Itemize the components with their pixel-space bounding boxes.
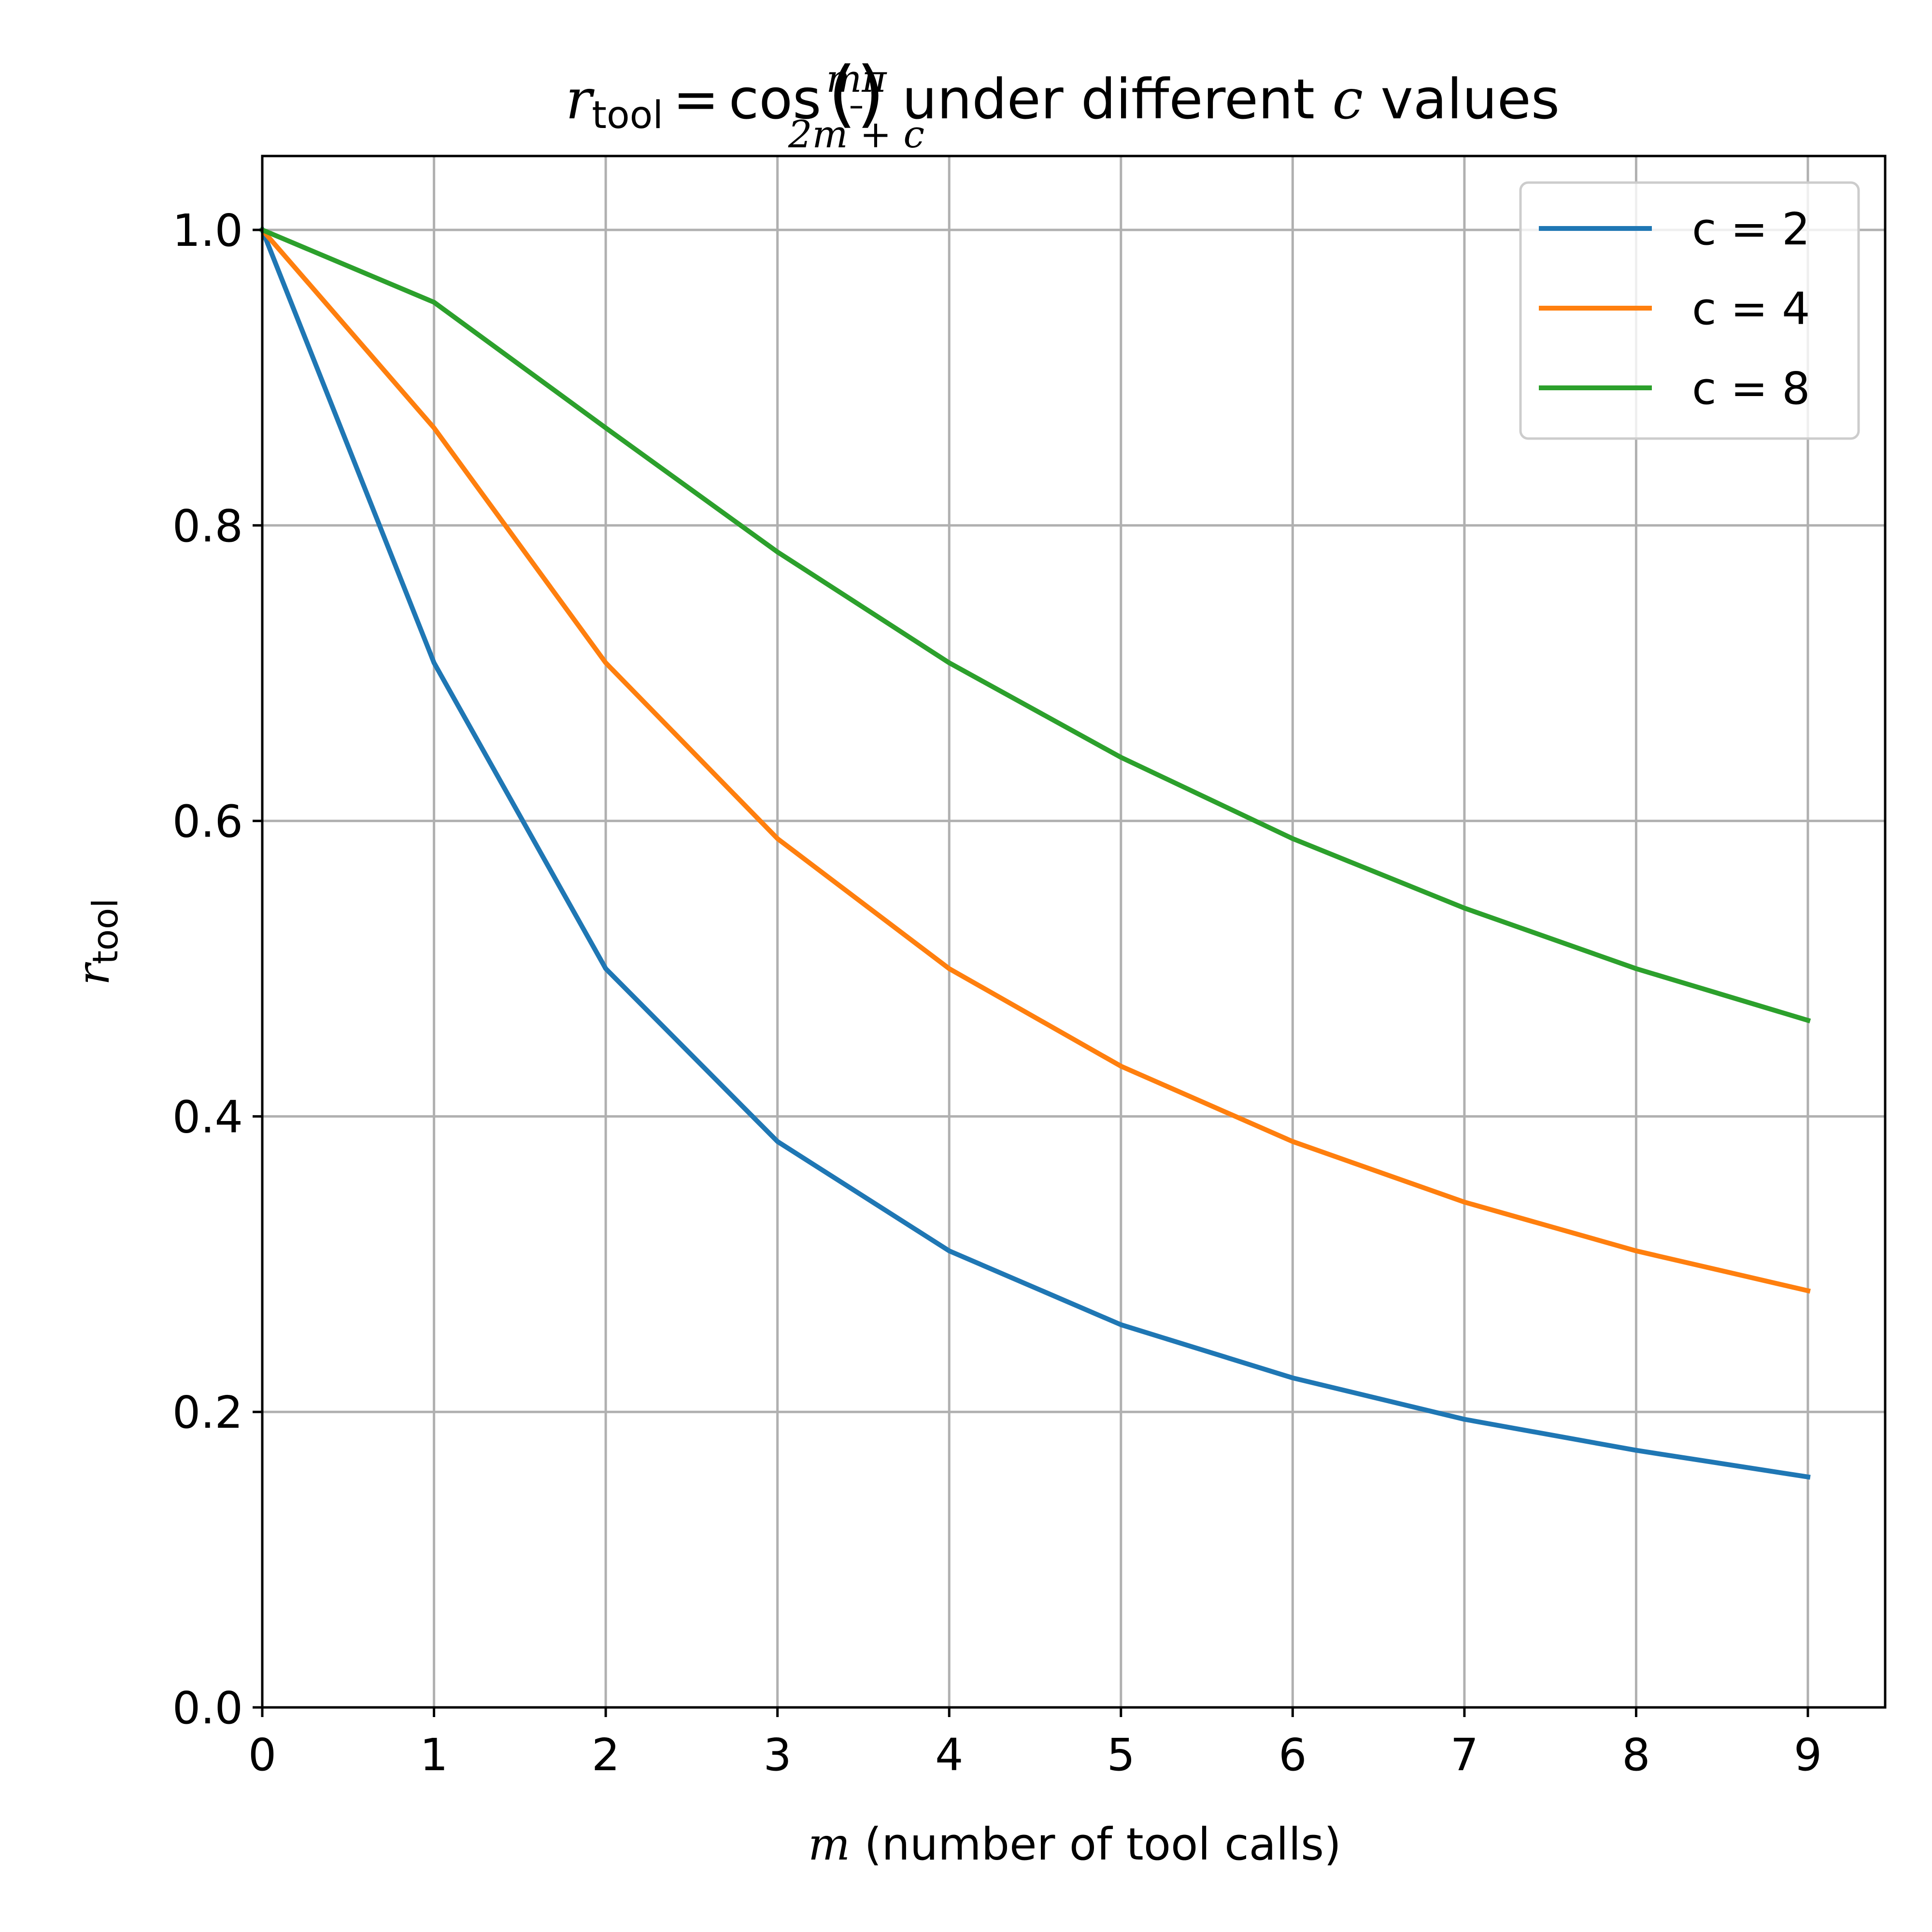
title-fraction-numerator: mπ bbox=[826, 57, 887, 101]
x-tick-label: 2 bbox=[592, 1729, 620, 1781]
title-rest-suffix: values bbox=[1363, 67, 1560, 131]
x-tick-label: 0 bbox=[248, 1729, 277, 1781]
title-fraction-denominator: 2m + c bbox=[788, 113, 924, 156]
y-tick-label: 1.0 bbox=[172, 205, 243, 256]
y-tick-label: 0.2 bbox=[172, 1387, 243, 1438]
legend-label: c = 4 bbox=[1692, 283, 1810, 335]
title-lhs-sub: tool bbox=[592, 94, 663, 137]
y-axis-title-var: r bbox=[68, 962, 119, 985]
legend-box bbox=[1519, 181, 1860, 440]
series-line-c-8 bbox=[259, 227, 1811, 1023]
y-tick-label: 0.0 bbox=[172, 1682, 243, 1734]
y-axis-title-sub: tool bbox=[85, 898, 126, 964]
x-tick-label: 4 bbox=[935, 1729, 964, 1781]
legend-label: c = 8 bbox=[1692, 363, 1810, 414]
title-open-paren: ( bbox=[828, 52, 856, 136]
plot-frame bbox=[261, 155, 1887, 1709]
y-tick-label: 0.4 bbox=[172, 1091, 243, 1143]
legend-label: c = 2 bbox=[1692, 203, 1810, 255]
series-line-c-4 bbox=[258, 226, 1811, 1294]
x-tick-label: 9 bbox=[1794, 1729, 1822, 1781]
x-axis-title-var: m bbox=[808, 1818, 850, 1870]
title-lhs-var: r bbox=[566, 67, 595, 131]
x-tick-label: 7 bbox=[1450, 1729, 1479, 1781]
ticks: 0 1 2 3 4 5 6 7 8 9 0.0 0.2 0.4 0.6 0.8 1.0 bbox=[172, 205, 1822, 1781]
x-tick-label: 3 bbox=[763, 1729, 792, 1781]
x-axis-title: m (number of tool calls) bbox=[808, 1818, 1341, 1870]
x-axis-title-text: (number of tool calls) bbox=[850, 1818, 1341, 1870]
y-tick-label: 0.6 bbox=[172, 796, 243, 848]
title-close-paren: ) bbox=[856, 52, 885, 136]
title-rest-prefix: under different bbox=[884, 67, 1332, 131]
series-line-c-2 bbox=[259, 227, 1811, 1480]
legend: c = 2 c = 4 c = 8 bbox=[1519, 181, 1860, 440]
x-tick-label: 5 bbox=[1107, 1729, 1136, 1781]
title-eq: = bbox=[673, 67, 719, 131]
x-tick-label: 6 bbox=[1279, 1729, 1307, 1781]
title-func: cos bbox=[729, 67, 822, 131]
y-tick-label: 0.8 bbox=[172, 500, 243, 552]
title-rest-var: c bbox=[1332, 67, 1363, 131]
chart-title: rtool = cos() under different c values bbox=[566, 52, 1560, 137]
y-axis-title: rtool bbox=[68, 898, 126, 985]
series-layer bbox=[258, 226, 1811, 1480]
x-tick-label: 8 bbox=[1622, 1729, 1650, 1781]
x-tick-label: 1 bbox=[420, 1729, 448, 1781]
